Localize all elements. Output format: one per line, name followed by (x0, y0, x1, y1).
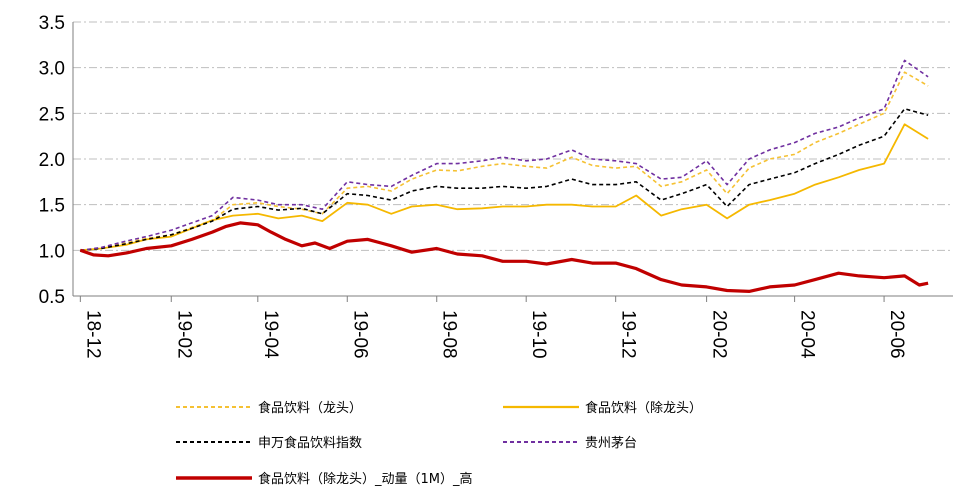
x-tick-label: 19-04 (260, 310, 281, 359)
series-line-4 (79, 221, 929, 293)
legend-label: 食品饮料（除龙头） (585, 400, 702, 416)
series-line-1 (80, 123, 929, 252)
legend-label: 食品饮料（除龙头）_动量（1M）_高 (258, 471, 473, 487)
series-line-0 (80, 71, 929, 252)
series-line-2 (80, 108, 929, 252)
x-tick-label: 20-06 (886, 310, 907, 359)
x-tick-label: 19-10 (528, 310, 549, 359)
x-tick-label: 18-12 (82, 310, 103, 359)
y-tick-label: 2.0 (39, 150, 65, 171)
x-tick-labels: 18-12 19-02 19-04 19-06 19-08 19-10 19-12 20-02… (82, 310, 907, 359)
x-tick-label: 20-04 (797, 310, 818, 359)
x-tick-label: 19-12 (618, 310, 639, 359)
y-tick-labels: 3.5 3.0 2.5 2.0 1.5 1.0 0.5 (39, 13, 65, 308)
x-tick-label: 19-02 (173, 310, 194, 359)
y-tick-label: 2.5 (39, 104, 65, 125)
y-tick-label: 0.5 (39, 287, 65, 308)
legend-label: 贵州茅台 (585, 436, 637, 451)
y-tick-label: 1.0 (39, 241, 65, 262)
grid-lines (73, 21, 953, 251)
legend-label: 食品饮料（龙头） (258, 400, 362, 416)
x-tick-label: 19-08 (439, 310, 460, 359)
y-tick-label: 1.5 (39, 196, 65, 217)
y-tick-label: 3.5 (39, 13, 65, 34)
x-tick-label: 20-02 (709, 310, 730, 359)
legend: 食品饮料（龙头） 食品饮料（除龙头） 申万食品饮料指数 贵州茅台食品饮料（除龙头）_动… (176, 400, 702, 487)
series-lines (79, 59, 929, 293)
legend-label: 申万食品饮料指数 (258, 435, 362, 451)
y-tick-label: 3.0 (39, 59, 65, 80)
x-tick-label: 19-06 (349, 310, 370, 359)
axes (72, 22, 953, 302)
